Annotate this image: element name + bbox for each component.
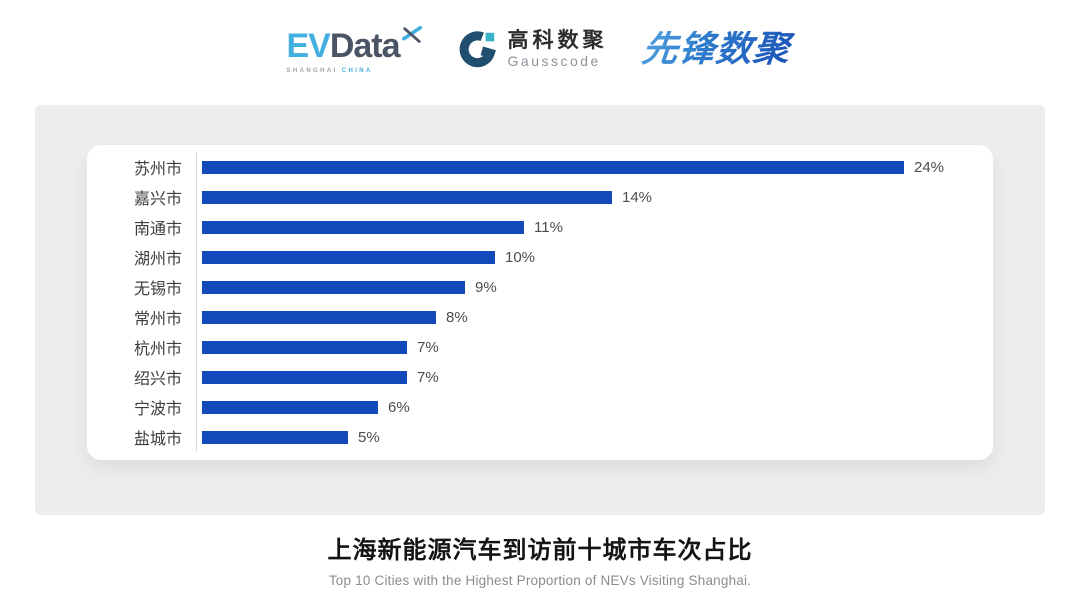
chart-row: 嘉兴市 14% — [87, 182, 993, 212]
chart-row: 盐城市 5% — [87, 422, 993, 452]
value-label: 11% — [534, 218, 563, 236]
evdata-shanghai-text: SHANGHAI — [286, 67, 338, 74]
chart-row: 南通市 11% — [87, 212, 993, 242]
bar-track: 10% — [196, 242, 993, 272]
xianfeng-logo: 先锋数聚 — [639, 28, 796, 69]
caption-block: 上海新能源汽车到访前十城市车次占比 Top 10 Cities with the… — [0, 530, 1080, 588]
evdata-china-text: CHINA — [341, 67, 373, 74]
value-label: 7% — [417, 338, 439, 356]
evdata-ev-text: EV — [286, 26, 330, 65]
gausscode-cn-text: 高科数聚 — [507, 29, 608, 53]
chart-row: 湖州市 10% — [87, 242, 993, 272]
category-label: 常州市 — [133, 311, 182, 328]
value-label: 24% — [914, 158, 945, 176]
chart-panel: 苏州市 24% 嘉兴市 14% 南通市 11% 湖州市 10% 无锡市 9% 常州市 8% 杭州市 7% 绍… — [35, 105, 1045, 515]
bar — [202, 220, 524, 234]
bar — [202, 160, 904, 174]
chart-card: 苏州市 24% 嘉兴市 14% 南通市 11% 湖州市 10% 无锡市 9% 常州市 8% 杭州市 7% 绍… — [87, 145, 993, 460]
category-label: 南通市 — [133, 221, 182, 238]
bar — [202, 310, 436, 324]
bar-track: 5% — [196, 422, 993, 452]
value-label: 7% — [417, 368, 439, 386]
value-label: 14% — [622, 188, 653, 206]
evdata-data-text: Data — [329, 26, 401, 65]
category-label: 盐城市 — [133, 431, 182, 448]
bar-track: 8% — [196, 302, 993, 332]
evdata-wordmark: EV Data — [286, 25, 422, 63]
value-label: 5% — [358, 428, 380, 446]
category-label: 嘉兴市 — [133, 191, 182, 208]
bar-track: 24% — [196, 152, 993, 182]
gausscode-text: 高科数聚 Gausscode — [508, 29, 608, 68]
bar-chart: 苏州市 24% 嘉兴市 14% 南通市 11% 湖州市 10% 无锡市 9% 常州市 8% 杭州市 7% 绍… — [87, 152, 993, 452]
logo-bar: EV Data SHANGHAI CHINA 高科数聚 Gausscode 先锋数… — [0, 16, 1080, 82]
bar — [202, 250, 495, 264]
category-label: 宁波市 — [133, 401, 182, 418]
chart-subtitle: Top 10 Cities with the Highest Proportio… — [328, 573, 752, 588]
evdata-subtext: SHANGHAI CHINA — [286, 68, 372, 74]
chart-row: 宁波市 6% — [87, 392, 993, 422]
category-label: 绍兴市 — [133, 371, 182, 388]
bar-track: 7% — [196, 332, 993, 362]
category-label: 苏州市 — [133, 161, 182, 178]
category-label: 湖州市 — [133, 251, 182, 268]
gausscode-logo: 高科数聚 Gausscode — [457, 28, 608, 70]
value-label: 9% — [475, 278, 497, 296]
bar — [202, 370, 407, 384]
chart-row: 无锡市 9% — [87, 272, 993, 302]
pinwheel-x-icon — [401, 25, 422, 43]
category-label: 杭州市 — [133, 341, 182, 358]
evdata-logo: EV Data SHANGHAI CHINA — [286, 25, 422, 74]
gausscode-g-icon — [459, 31, 496, 68]
chart-row: 常州市 8% — [87, 302, 993, 332]
bar — [202, 280, 465, 294]
bar-track: 9% — [196, 272, 993, 302]
bar-track: 6% — [196, 392, 993, 422]
bar — [202, 430, 348, 444]
bar — [202, 340, 407, 354]
bar-track: 7% — [196, 362, 993, 392]
bar-track: 11% — [196, 212, 993, 242]
bar — [202, 400, 378, 414]
gausscode-en-text: Gausscode — [507, 52, 601, 69]
category-label: 无锡市 — [133, 281, 182, 298]
chart-row: 杭州市 7% — [87, 332, 993, 362]
chart-row: 绍兴市 7% — [87, 362, 993, 392]
value-label: 10% — [505, 248, 536, 266]
chart-row: 苏州市 24% — [87, 152, 993, 182]
value-label: 6% — [388, 398, 410, 416]
value-label: 8% — [446, 308, 468, 326]
chart-title: 上海新能源汽车到访前十城市车次占比 — [327, 537, 753, 564]
bar — [202, 190, 612, 204]
bar-track: 14% — [196, 182, 993, 212]
